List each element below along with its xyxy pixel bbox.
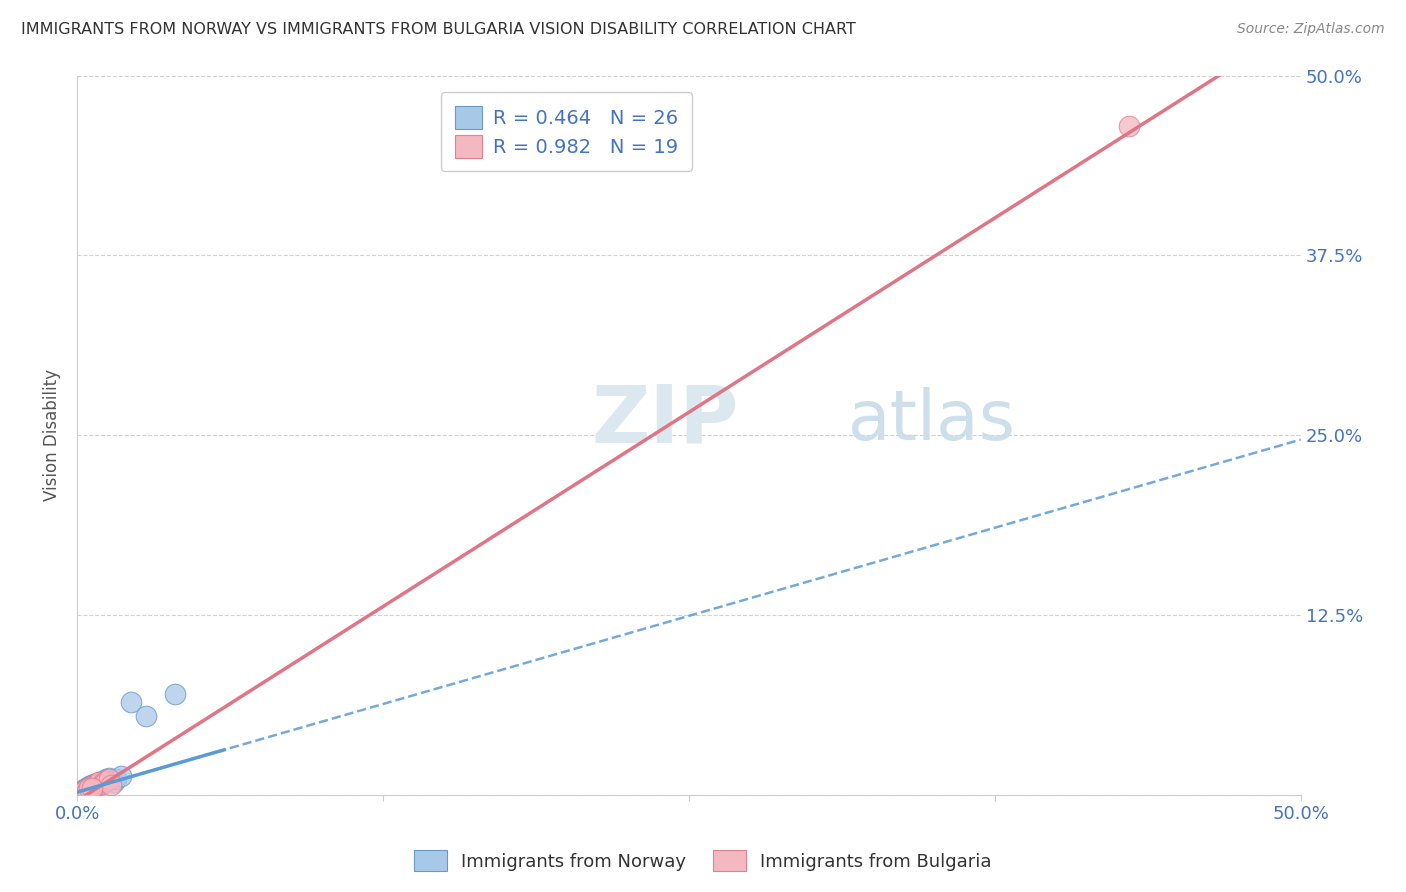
Point — [103, 775, 125, 789]
Legend: Immigrants from Norway, Immigrants from Bulgaria: Immigrants from Norway, Immigrants from … — [408, 843, 998, 879]
Point — [1118, 119, 1140, 133]
Point — [135, 709, 157, 723]
Point — [76, 783, 98, 797]
Point — [79, 780, 101, 795]
Point — [110, 769, 132, 783]
Point — [120, 694, 142, 708]
Point — [69, 785, 91, 799]
Point — [70, 785, 93, 799]
Point — [96, 772, 118, 787]
Point — [83, 776, 105, 790]
Point — [83, 778, 105, 792]
Point — [73, 782, 96, 797]
Point — [76, 782, 98, 797]
Point — [93, 775, 115, 789]
Point — [86, 776, 108, 790]
Point — [87, 775, 110, 789]
Text: IMMIGRANTS FROM NORWAY VS IMMIGRANTS FROM BULGARIA VISION DISABILITY CORRELATION: IMMIGRANTS FROM NORWAY VS IMMIGRANTS FRO… — [21, 22, 856, 37]
Point — [76, 782, 98, 797]
Point — [86, 778, 108, 792]
Point — [73, 783, 96, 797]
Point — [70, 783, 93, 797]
Text: Source: ZipAtlas.com: Source: ZipAtlas.com — [1237, 22, 1385, 37]
Point — [97, 772, 120, 787]
Point — [80, 780, 103, 795]
Text: ZIP: ZIP — [591, 382, 738, 460]
Point — [96, 773, 118, 788]
Point — [80, 778, 103, 792]
Point — [73, 783, 96, 797]
Point — [80, 778, 103, 792]
Point — [70, 785, 93, 799]
Point — [105, 772, 128, 787]
Point — [70, 785, 93, 799]
Point — [163, 687, 186, 701]
Legend: R = 0.464   N = 26, R = 0.982   N = 19: R = 0.464 N = 26, R = 0.982 N = 19 — [441, 93, 692, 171]
Y-axis label: Vision Disability: Vision Disability — [44, 369, 60, 501]
Point — [90, 776, 112, 790]
Point — [79, 780, 101, 795]
Point — [76, 780, 98, 795]
Point — [80, 780, 103, 794]
Point — [87, 775, 110, 789]
Point — [73, 783, 96, 797]
Point — [90, 776, 112, 790]
Point — [100, 778, 122, 792]
Point — [93, 773, 115, 788]
Point — [79, 780, 101, 795]
Text: atlas: atlas — [848, 387, 1015, 454]
Point — [70, 785, 93, 799]
Point — [97, 771, 120, 785]
Point — [79, 780, 101, 794]
Point — [73, 783, 96, 797]
